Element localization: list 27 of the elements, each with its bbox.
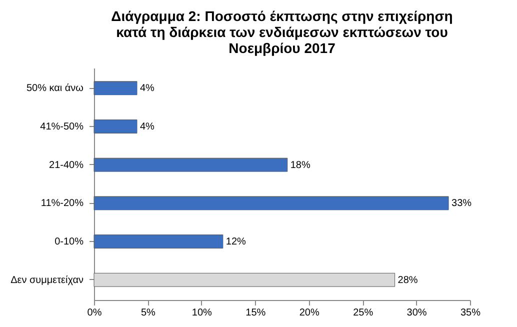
y-tick-label: 11%-20% [40,198,84,210]
bar [94,158,288,172]
data-label: 18% [290,160,310,171]
y-tick-label: Δεν συμμετείχαν [10,274,84,286]
y-tick-label: 0-10% [54,236,84,248]
bar [94,272,396,287]
x-tick-label: 30% [406,308,427,318]
x-tick-label: 20% [299,308,320,318]
y-tick-label: 41%-50% [40,121,84,132]
data-label: 4% [140,83,155,94]
chart-title: Διάγραμμα 2: Ποσοστό έκπτωσης στην επιχείρηση κατά τη διάρκεια των ενδιάμεσων εκπτώσεων του Νοεμβρίου 2017 [111,8,453,56]
data-label: 33% [452,198,472,210]
y-tick-label: 50% και άνω [26,83,84,94]
x-tick-label: 5% [140,308,156,318]
bar [94,81,138,96]
data-label: 4% [140,121,155,132]
x-tick-label: 0% [87,308,102,318]
bar [94,234,224,248]
y-tick-label: 21-40% [49,160,84,171]
data-label: 28% [398,274,418,286]
x-tick-label: 10% [192,308,212,318]
x-tick-label: 25% [353,308,374,318]
x-tick-label: 15% [246,308,266,318]
bar [94,120,138,134]
x-tick-label: 35% [460,308,481,318]
data-label: 12% [226,236,246,248]
bar [94,196,449,210]
